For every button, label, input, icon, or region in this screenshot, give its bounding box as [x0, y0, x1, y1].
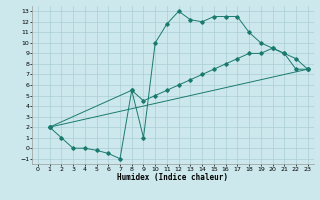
X-axis label: Humidex (Indice chaleur): Humidex (Indice chaleur): [117, 173, 228, 182]
